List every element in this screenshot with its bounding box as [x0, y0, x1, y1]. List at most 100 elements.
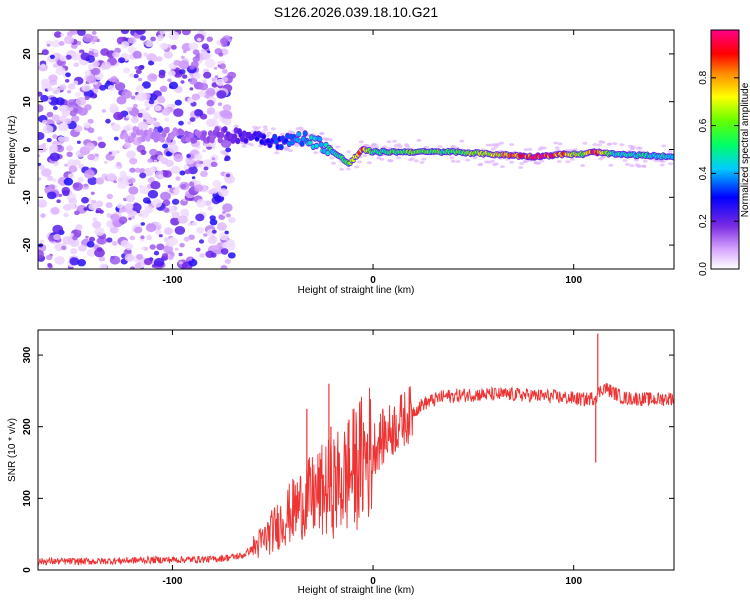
noise-blob [106, 213, 112, 218]
noise-blob [222, 203, 233, 213]
noise-blob [95, 210, 100, 214]
noise-blob [118, 216, 128, 224]
signal-cell [222, 127, 228, 132]
track-halo [612, 142, 618, 146]
noise-blob [63, 212, 69, 218]
track-halo [607, 142, 613, 146]
xtick-label: 100 [565, 275, 582, 286]
noise-blob [107, 85, 115, 91]
track-halo [283, 146, 289, 150]
track-halo [262, 125, 268, 129]
noise-blob [160, 157, 169, 165]
noise-blob [127, 150, 136, 158]
noise-blob [157, 37, 162, 42]
track-halo [630, 145, 636, 149]
ytick-label: -10 [22, 190, 33, 205]
track-halo [364, 144, 370, 147]
noise-blob [180, 208, 190, 217]
noise-blob [207, 190, 211, 194]
noise-blob [151, 56, 158, 62]
noise-blob [146, 235, 153, 241]
track-halo [478, 162, 484, 166]
noise-blob [180, 184, 187, 189]
track-halo [519, 162, 525, 166]
noise-blob [139, 35, 146, 41]
noise-blob [93, 53, 99, 58]
noise-blob [121, 41, 130, 49]
noise-blob [134, 263, 141, 269]
noise-blob [195, 213, 205, 222]
noise-blob [55, 66, 66, 76]
noise-blob [222, 117, 232, 126]
noise-blob [67, 90, 72, 94]
noise-blob [80, 52, 90, 61]
snr-series-line [38, 383, 674, 567]
noise-blob [45, 254, 53, 261]
noise-blob [198, 82, 209, 91]
noise-blob [62, 204, 71, 211]
noise-blob [72, 182, 83, 191]
track-halo [580, 164, 586, 167]
signal-cell [165, 127, 170, 133]
noise-blob [215, 78, 225, 86]
signal-cell [299, 141, 305, 146]
noise-blob [61, 110, 70, 117]
noise-blob [158, 234, 163, 238]
noise-blob [153, 121, 161, 128]
noise-blob [148, 99, 155, 105]
noise-blob [77, 30, 86, 36]
colorbar-tick-label: 0.0 [698, 262, 709, 276]
colorbar-tick-label: 0.2 [698, 214, 709, 228]
track-halo [328, 138, 334, 142]
track-halo [668, 162, 674, 166]
noise-blob [120, 30, 129, 35]
noise-blob [38, 177, 42, 181]
noise-blob [224, 258, 232, 264]
track-halo [274, 151, 280, 155]
noise-blob [97, 141, 106, 149]
noise-blob [194, 184, 204, 192]
noise-blob [38, 164, 46, 171]
noise-blob [77, 177, 84, 183]
track-halo [642, 159, 648, 163]
noise-blob [59, 104, 70, 113]
noise-blob [69, 257, 80, 266]
noise-blob [179, 170, 186, 176]
noise-blob [214, 75, 219, 79]
noise-blob [111, 123, 121, 132]
noise-blob [113, 136, 119, 141]
noise-blob [116, 161, 122, 167]
noise-blob [38, 104, 44, 113]
noise-blob [168, 31, 180, 40]
track-halo [450, 159, 456, 163]
track-halo [287, 149, 293, 153]
track-halo [565, 160, 571, 164]
noise-blob [164, 51, 173, 58]
ytick-label: 200 [22, 418, 33, 435]
signal-cell [179, 130, 184, 135]
noise-blob [72, 235, 78, 241]
track-halo [625, 162, 630, 166]
noise-blob [134, 167, 141, 173]
noise-blob [128, 186, 139, 195]
track-halo [641, 164, 647, 168]
noise-blob [91, 199, 97, 205]
noise-blob [89, 48, 93, 52]
noise-blob [147, 73, 158, 82]
noise-blob [139, 186, 150, 195]
noise-blob [173, 108, 184, 117]
track-halo [330, 161, 336, 165]
signal-cell [296, 132, 301, 137]
track-halo [265, 134, 270, 138]
noise-blob [38, 132, 45, 140]
noise-blob [73, 62, 80, 68]
signal-cell [272, 134, 277, 140]
track-halo [489, 143, 495, 147]
track-halo [295, 127, 301, 131]
noise-blob [47, 99, 52, 103]
track-halo [319, 131, 325, 135]
noise-blob [158, 72, 166, 79]
noise-blob [52, 224, 64, 234]
noise-blob [89, 236, 95, 242]
noise-blob [217, 102, 223, 106]
